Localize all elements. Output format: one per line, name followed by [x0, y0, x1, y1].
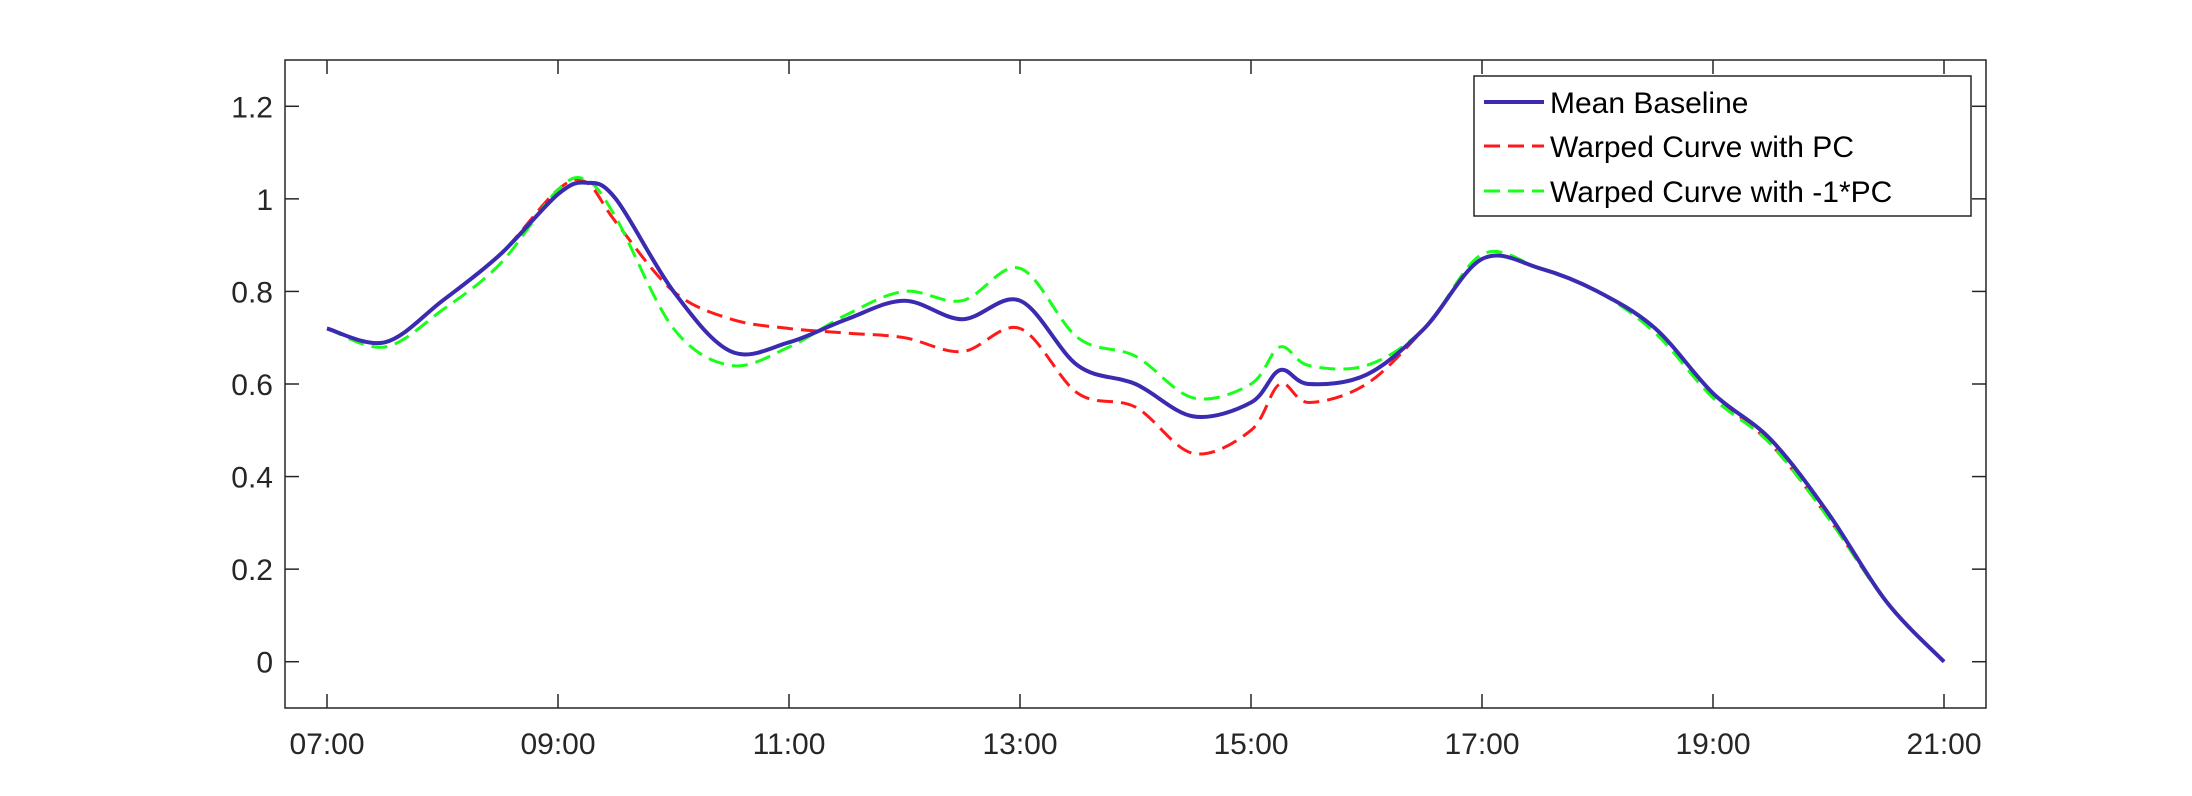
legend-label-mean-baseline: Mean Baseline [1550, 87, 1748, 120]
x-tick-label: 11:00 [753, 728, 826, 761]
series-warped-neg-pc [326, 176, 1946, 663]
legend-label-warped-pc: Warped Curve with PC [1550, 131, 1854, 164]
legend-label-warped-neg-pc: Warped Curve with -1*PC [1550, 176, 1892, 209]
y-tick-label: 1.2 [231, 91, 273, 124]
x-tick-label: 15:00 [1213, 728, 1288, 761]
x-tick-label: 13:00 [982, 728, 1057, 761]
y-tick-label: 0 [256, 647, 273, 680]
legend: Mean Baseline Warped Curve with PC Warpe… [1473, 75, 1972, 217]
y-tick-label: 1 [256, 184, 273, 217]
x-tick-label: 19:00 [1675, 728, 1750, 761]
y-axis: 0 0.2 0.4 0.6 0.8 1 1.2 [231, 91, 1986, 680]
x-axis: 07:00 09:00 11:00 13:00 15:00 17:00 19:00 21:00 [289, 60, 1982, 761]
x-tick-label: 07:00 [289, 728, 364, 761]
series-mean-baseline [326, 180, 1946, 664]
y-tick-label: 0.8 [231, 276, 273, 309]
x-tick-label: 09:00 [520, 728, 595, 761]
legend-box [1473, 75, 1972, 217]
y-tick-label: 0.4 [231, 462, 273, 495]
y-tick-label: 0.2 [231, 554, 273, 587]
x-tick-label: 17:00 [1444, 728, 1519, 761]
x-tick-label: 21:00 [1906, 728, 1981, 761]
y-tick-label: 0.6 [231, 369, 273, 402]
series-layer [326, 176, 1946, 664]
